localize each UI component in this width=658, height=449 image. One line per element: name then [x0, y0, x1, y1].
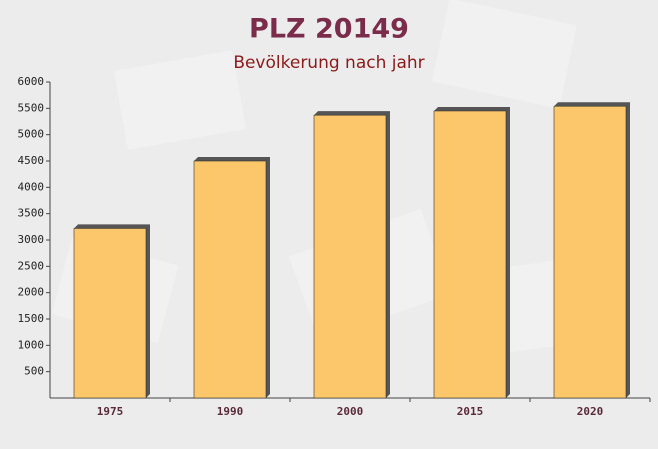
bar: [553, 105, 627, 399]
bar: [433, 110, 507, 399]
y-tick-label: 2000: [18, 286, 45, 299]
bar: [313, 114, 387, 399]
x-tick-label: 2000: [337, 405, 364, 418]
bar: [193, 160, 267, 399]
y-tick-label: 4000: [18, 180, 45, 193]
y-tick-label: 5000: [18, 128, 45, 141]
y-tick-label: 3000: [18, 233, 45, 246]
y-tick-label: 3500: [18, 207, 45, 220]
bar: [73, 228, 147, 399]
chart-title: PLZ 20149: [249, 14, 409, 45]
x-tick-label: 2015: [457, 405, 484, 418]
y-tick-label: 5500: [18, 101, 45, 114]
y-tick-label: 1000: [18, 338, 45, 351]
x-tick-label: 1975: [97, 405, 124, 418]
y-tick-label: 1500: [18, 312, 45, 325]
chart-subtitle: Bevölkerung nach jahr: [233, 53, 424, 73]
x-tick-label: 1990: [217, 405, 244, 418]
x-tick-label: 2020: [577, 405, 604, 418]
y-tick-label: 500: [24, 365, 44, 378]
y-tick-label: 4500: [18, 154, 45, 167]
y-tick-label: 2500: [18, 259, 45, 272]
y-tick-label: 6000: [18, 75, 45, 88]
